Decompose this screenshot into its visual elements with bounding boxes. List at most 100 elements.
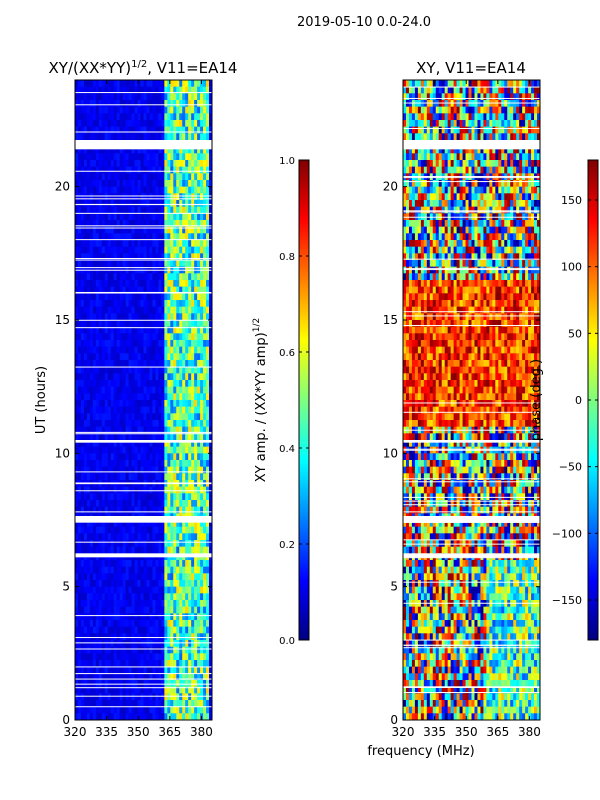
heatmap-cell	[525, 80, 529, 88]
heatmap-cell	[107, 613, 112, 621]
heatmap-cell	[507, 126, 511, 134]
heatmap-cell	[405, 80, 410, 88]
heatmap-cell	[188, 113, 192, 121]
heatmap-cell	[185, 326, 189, 334]
heatmap-cell	[176, 440, 180, 448]
heatmap-cell	[98, 293, 103, 301]
heatmap-cell	[125, 620, 130, 628]
heatmap-cell	[486, 113, 490, 121]
heatmap-cell	[92, 80, 97, 88]
heatmap-cell	[116, 386, 121, 394]
heatmap-cell	[86, 613, 91, 621]
heatmap-cell	[86, 193, 91, 201]
heatmap-cell	[188, 493, 192, 501]
heatmap-cell	[140, 613, 145, 621]
heatmap-cell	[504, 113, 508, 121]
heatmap-cell	[179, 473, 183, 481]
heatmap-cell	[185, 606, 189, 614]
heatmap-cell	[146, 120, 151, 128]
heatmap-cell	[113, 593, 118, 601]
heatmap-cell	[143, 680, 148, 688]
heatmap-cell	[101, 413, 106, 421]
heatmap-cell	[107, 373, 112, 381]
heatmap-cell	[468, 106, 473, 114]
heatmap-cell	[122, 86, 127, 94]
heatmap-cell	[197, 186, 201, 194]
heatmap-cell	[203, 626, 207, 634]
heatmap-cell	[101, 313, 106, 321]
heatmap-cell	[200, 546, 204, 554]
heatmap-cell	[86, 320, 91, 328]
heatmap-cell	[80, 166, 85, 174]
heatmap-cell	[119, 86, 124, 94]
heatmap-cell	[98, 633, 103, 641]
heatmap-cell	[194, 373, 198, 381]
heatmap-cell	[498, 113, 502, 121]
heatmap-cell	[95, 566, 100, 574]
heatmap-cell	[188, 186, 192, 194]
heatmap-cell	[113, 366, 118, 374]
heatmap-cell	[98, 333, 103, 341]
heatmap-cell	[495, 80, 499, 88]
heatmap-cell	[191, 320, 195, 328]
heatmap-cell	[200, 86, 204, 94]
heatmap-cell	[137, 260, 142, 268]
heatmap-cell	[203, 420, 207, 428]
heatmap-cell	[122, 520, 127, 528]
heatmap-cell	[447, 126, 452, 134]
heatmap-cell	[146, 526, 151, 534]
heatmap-cell	[89, 333, 94, 341]
heatmap-cell	[149, 353, 154, 361]
heatmap-cell	[191, 500, 195, 508]
heatmap-cell	[143, 466, 148, 474]
heatmap-cell	[173, 540, 177, 548]
heatmap-cell	[128, 606, 133, 614]
heatmap-cell	[77, 473, 82, 481]
heatmap-cell	[110, 220, 115, 228]
heatmap-cell	[131, 546, 136, 554]
heatmap-cell	[167, 340, 171, 348]
heatmap-cell	[101, 180, 106, 188]
heatmap-cell	[104, 293, 109, 301]
heatmap-cell	[188, 340, 192, 348]
heatmap-cell	[158, 360, 162, 368]
heatmap-cell	[188, 626, 192, 634]
heatmap-cell	[128, 346, 133, 354]
heatmap-cell	[444, 106, 449, 114]
heatmap-cell	[140, 680, 145, 688]
heatmap-cell	[77, 320, 82, 328]
heatmap-cell	[209, 446, 212, 454]
heatmap-cell	[403, 86, 407, 94]
heatmap-cell	[119, 440, 124, 448]
heatmap-cell	[182, 560, 186, 568]
heatmap-cell	[107, 400, 112, 408]
heatmap-cell	[426, 126, 431, 134]
heatmap-cell	[146, 406, 151, 414]
heatmap-cell	[170, 186, 174, 194]
heatmap-cell	[188, 120, 192, 128]
heatmap-cell	[134, 300, 139, 308]
heatmap-cell	[182, 380, 186, 388]
heatmap-cell	[170, 373, 174, 381]
heatmap-cell	[116, 273, 121, 281]
heatmap-cell	[194, 660, 198, 668]
heatmap-cell	[146, 620, 151, 628]
heatmap-cell	[146, 100, 151, 108]
heatmap-cell	[143, 593, 148, 601]
heatmap-cell	[137, 160, 142, 168]
heatmap-cell	[155, 220, 159, 228]
heatmap-cell	[125, 120, 130, 128]
heatmap-cell	[80, 126, 85, 134]
heatmap-cell	[95, 253, 100, 261]
heatmap-cell	[188, 606, 192, 614]
heatmap-cell	[531, 113, 535, 121]
heatmap-cell	[83, 126, 88, 134]
heatmap-cell	[161, 646, 165, 654]
heatmap-cell	[200, 680, 204, 688]
heatmap-cell	[92, 406, 97, 414]
heatmap-cell	[456, 113, 461, 121]
heatmap-cell	[176, 100, 180, 108]
heatmap-cell	[453, 93, 458, 101]
heatmap-cell	[203, 240, 207, 248]
heatmap-cell	[200, 620, 204, 628]
